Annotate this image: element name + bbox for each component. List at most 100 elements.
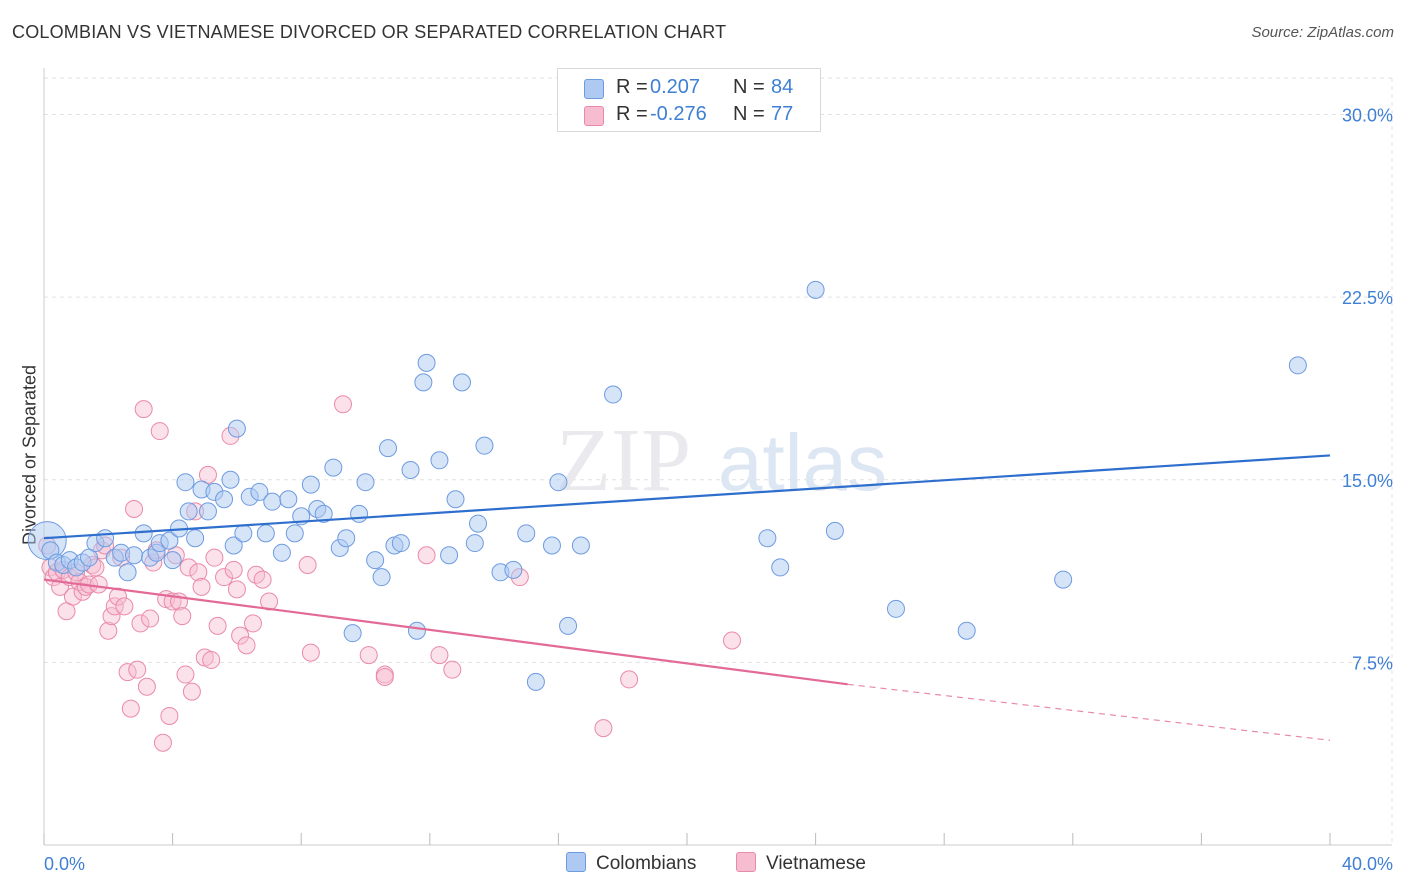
vietnamese-point [430,646,449,665]
colombians-point [957,621,976,640]
vietnamese-point [192,577,211,596]
colombians-point [604,385,623,404]
watermark-zip: ZIP [556,411,691,510]
vietnamese-point [153,733,172,752]
colombians-swatch [584,79,604,99]
colombians-point [391,534,410,553]
vietnamese-point [237,636,256,655]
vietnamese-point [215,568,234,587]
vietnamese-point [105,597,124,616]
colombians-point [504,560,523,579]
n-value: 77 [771,103,794,125]
axes [43,68,1392,846]
colombians-point [250,482,269,501]
legend-item-colombians[interactable]: Colombians [566,852,696,875]
colombians-point [356,473,375,492]
colombians-point [343,624,362,643]
trend-lines [43,454,1331,741]
n-label: N = [733,103,765,125]
colombians-point [179,502,198,521]
colombians-point [465,534,484,553]
colombians-point [559,616,578,635]
colombians-point [163,551,182,570]
vietnamese-point [443,660,462,679]
vietnamese-point [594,719,613,738]
colombians-point [440,546,459,565]
colombians-point [176,473,195,492]
vietnamese-trend-line [43,578,848,686]
r-label: R = [616,103,648,125]
vietnamese-point [253,570,272,589]
vietnamese-point [99,621,118,640]
r-value: 0.207 [650,76,701,98]
vietnamese-point [298,555,317,574]
tick-labels: 7.5% 15.0% 22.5% 30.0% 0.0% 40.0% [44,106,1393,874]
vietnamese-point [131,614,150,633]
colombians-point [379,439,398,458]
colombians-point [134,524,153,543]
colombians-point [401,461,420,480]
vietnamese-point [202,650,221,669]
vietnamese-point [620,670,639,689]
vietnamese-point [73,582,92,601]
colombians-point [227,419,246,438]
colombians-point [372,568,391,587]
colombians-point [272,543,291,562]
vietnamese-point [160,706,179,725]
correlation-legend: R = 0.207 N = 84 R = -0.276 N = 77 [557,68,821,132]
vietnamese-point [208,616,227,635]
colombians-point [1054,570,1073,589]
colombians-point [337,529,356,548]
colombians-point [301,475,320,494]
n-value: 84 [771,76,794,98]
colombians-point [118,563,137,582]
n-label: N = [733,76,765,98]
colombians-point [452,373,471,392]
vietnamese-point [417,546,436,565]
vietnamese-point [150,422,169,441]
colombians-point [771,558,790,577]
vietnamese-point [243,614,262,633]
y-tick-label: 15.0% [1342,471,1393,491]
colombians-point [806,280,825,299]
vietnamese-point [182,682,201,701]
colombians-point [475,436,494,455]
colombians-swatch [566,852,586,872]
y-tick-label: 22.5% [1342,288,1393,308]
colombians-point [571,536,590,555]
vietnamese-point [173,607,192,626]
colombians-points [27,280,1307,691]
vietnamese-point [115,597,134,616]
x-tick-label: 40.0% [1342,854,1393,874]
colombians-point [198,502,217,521]
colombians-point [542,536,561,555]
legend-row-vietnamese: R = -0.276 N = 77 [558,102,820,130]
r-label: R = [616,76,648,98]
colombians-trend-line [43,454,1331,540]
vietnamese-point [231,626,250,645]
colombians-point [1288,356,1307,375]
colombians-point [758,529,777,548]
legend-item-vietnamese[interactable]: Vietnamese [736,852,866,875]
colombians-point [407,621,426,640]
colombians-point [263,492,282,511]
vietnamese-point [121,699,140,718]
vietnamese-point [359,646,378,665]
vietnamese-point [141,609,160,628]
vietnamese-point [89,575,108,594]
r-value: -0.276 [650,103,707,125]
colombians-point [517,524,536,543]
vietnamese-point [375,667,394,686]
vietnamese-point [227,580,246,599]
vietnamese-point [205,548,224,567]
colombians-point [314,504,333,523]
vietnamese-swatch [736,852,756,872]
colombians-point [125,546,144,565]
y-tick-label: 30.0% [1342,106,1393,126]
colombians-point [96,529,115,548]
vietnamese-point [333,395,352,414]
vietnamese-swatch [584,106,604,126]
colombians-point [279,490,298,509]
colombians-point [160,531,179,550]
